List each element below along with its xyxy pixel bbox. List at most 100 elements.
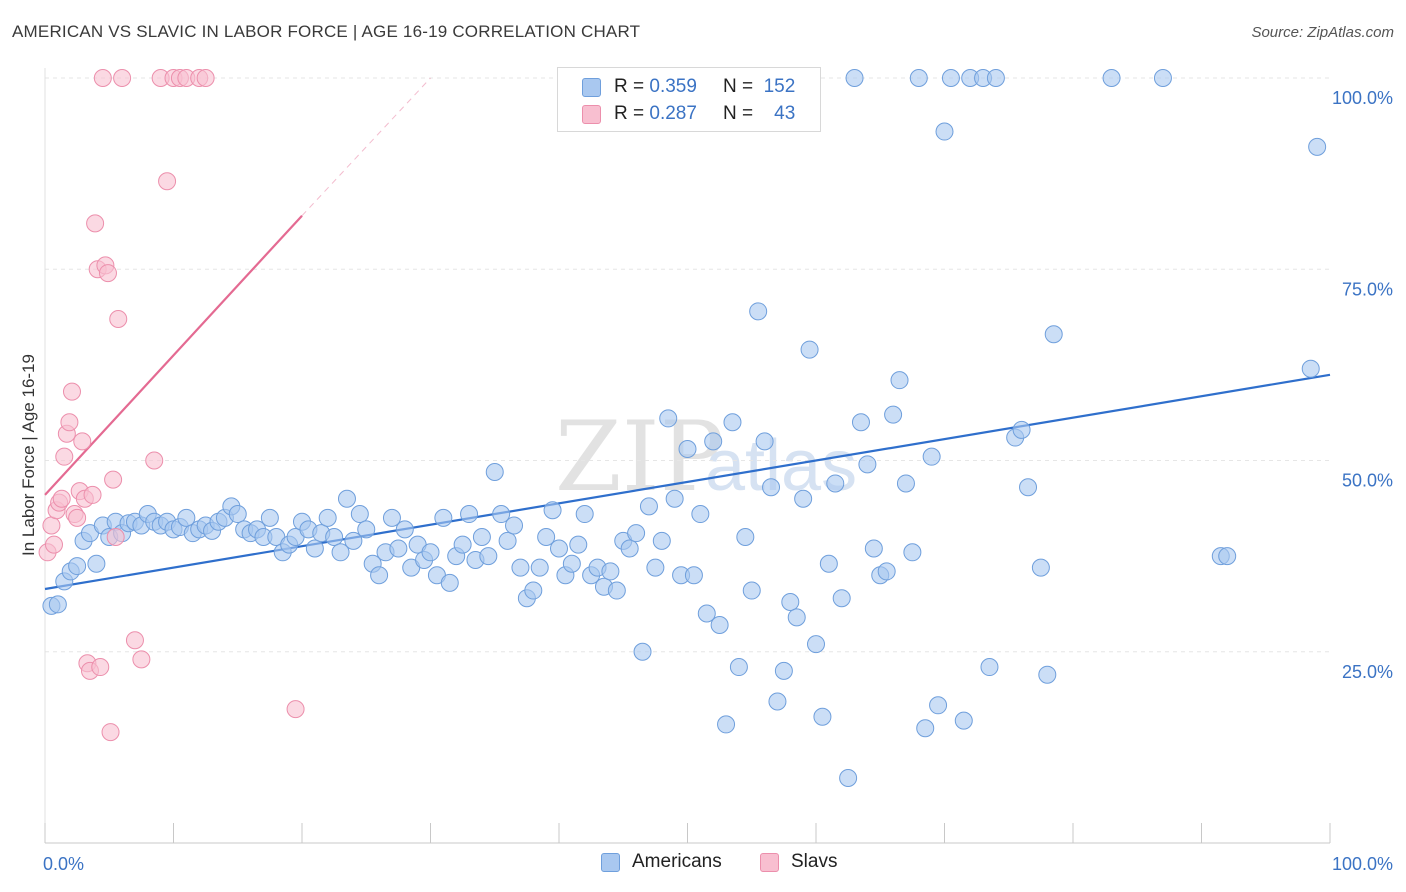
- point-slavs: [145, 451, 164, 470]
- point-americans: [421, 543, 440, 562]
- point-slavs: [68, 508, 87, 527]
- y-tick-label: 25.0%: [1342, 662, 1393, 682]
- point-slavs: [42, 516, 61, 535]
- chart-title: AMERICAN VS SLAVIC IN LABOR FORCE | AGE …: [12, 22, 641, 41]
- point-americans: [511, 558, 530, 577]
- stats-legend: R = 0.359 N = 152 R = 0.287 N = 43: [557, 67, 821, 132]
- point-americans: [177, 508, 196, 527]
- point-americans: [492, 505, 511, 524]
- point-americans: [1153, 69, 1172, 87]
- point-americans: [318, 508, 337, 527]
- point-americans: [434, 508, 453, 527]
- point-americans: [903, 543, 922, 562]
- point-americans: [755, 432, 774, 451]
- n-value-slavs: 43: [774, 103, 796, 124]
- point-americans: [697, 604, 716, 623]
- point-americans: [1019, 478, 1038, 497]
- point-americans: [620, 539, 639, 558]
- point-americans: [768, 692, 787, 711]
- point-americans: [896, 474, 915, 493]
- point-americans: [639, 497, 658, 516]
- x-tick-label: 100.0%: [1332, 854, 1393, 874]
- americans-legend-swatch: [601, 852, 620, 872]
- slavs-swatch: [582, 104, 601, 124]
- point-americans: [851, 413, 870, 432]
- point-americans: [505, 516, 524, 535]
- point-americans: [864, 539, 883, 558]
- point-americans: [1038, 665, 1057, 684]
- point-americans: [68, 557, 87, 576]
- point-slavs: [101, 723, 120, 742]
- point-americans: [839, 768, 858, 787]
- point-americans: [691, 505, 710, 524]
- point-americans: [710, 615, 729, 634]
- point-americans: [260, 508, 279, 527]
- point-americans: [627, 524, 646, 543]
- point-americans: [652, 531, 671, 550]
- point-americans: [305, 539, 324, 558]
- point-slavs: [286, 700, 305, 719]
- point-americans: [389, 539, 408, 558]
- point-americans: [941, 69, 960, 87]
- point-slavs: [83, 485, 102, 504]
- point-americans: [1102, 69, 1121, 87]
- point-americans: [954, 711, 973, 730]
- bottom-legend: Americans Slavs: [0, 851, 1406, 879]
- point-americans: [485, 462, 504, 481]
- point-americans: [659, 409, 678, 428]
- point-americans: [717, 715, 736, 734]
- point-americans: [877, 562, 896, 581]
- legend-item-americans[interactable]: Americans: [601, 851, 722, 873]
- point-americans: [472, 528, 491, 546]
- tick-labels: 25.0% 50.0% 75.0% 100.0% 0.0% 100.0%: [43, 88, 1393, 874]
- point-americans: [884, 405, 903, 424]
- x-tick-label: 0.0%: [43, 854, 84, 874]
- point-slavs: [52, 489, 71, 508]
- legend-item-slavs[interactable]: Slavs: [760, 851, 837, 873]
- watermark: ZIP atlas: [555, 401, 857, 513]
- grid: [45, 77, 1330, 653]
- point-americans: [704, 432, 723, 451]
- point-slavs: [106, 528, 125, 546]
- point-americans: [916, 719, 935, 738]
- point-slavs: [86, 214, 105, 233]
- point-americans: [228, 505, 247, 524]
- trend-line-slavs: [44, 214, 303, 496]
- point-slavs: [196, 69, 215, 87]
- n-label: N =: [722, 103, 754, 124]
- point-americans: [826, 474, 845, 493]
- point-americans: [357, 520, 376, 539]
- americans-swatch: [582, 77, 601, 97]
- point-americans: [922, 447, 941, 466]
- point-americans: [1031, 558, 1050, 577]
- point-slavs: [125, 631, 144, 650]
- point-americans: [929, 696, 948, 715]
- point-americans: [678, 440, 697, 459]
- point-americans: [980, 658, 999, 677]
- point-americans: [479, 547, 498, 566]
- point-americans: [524, 581, 543, 600]
- data-points: [38, 69, 1327, 787]
- point-americans: [890, 371, 909, 390]
- point-americans: [543, 501, 562, 520]
- point-americans: [575, 505, 594, 524]
- stats-row-slavs: R = 0.287 N = 43: [582, 100, 795, 128]
- point-slavs: [91, 658, 110, 677]
- point-slavs: [93, 69, 112, 87]
- point-americans: [819, 554, 838, 573]
- point-americans: [684, 566, 703, 585]
- point-slavs: [132, 650, 151, 669]
- point-americans: [736, 528, 755, 546]
- point-americans: [460, 505, 479, 524]
- point-americans: [742, 581, 761, 600]
- point-slavs: [62, 382, 81, 401]
- point-americans: [1301, 359, 1320, 378]
- point-americans: [601, 562, 620, 581]
- point-slavs: [113, 69, 132, 87]
- chart-source: Source: ZipAtlas.com: [1251, 24, 1394, 41]
- point-americans: [749, 302, 768, 321]
- point-americans: [729, 658, 748, 677]
- point-americans: [1012, 420, 1031, 439]
- point-americans: [569, 535, 588, 554]
